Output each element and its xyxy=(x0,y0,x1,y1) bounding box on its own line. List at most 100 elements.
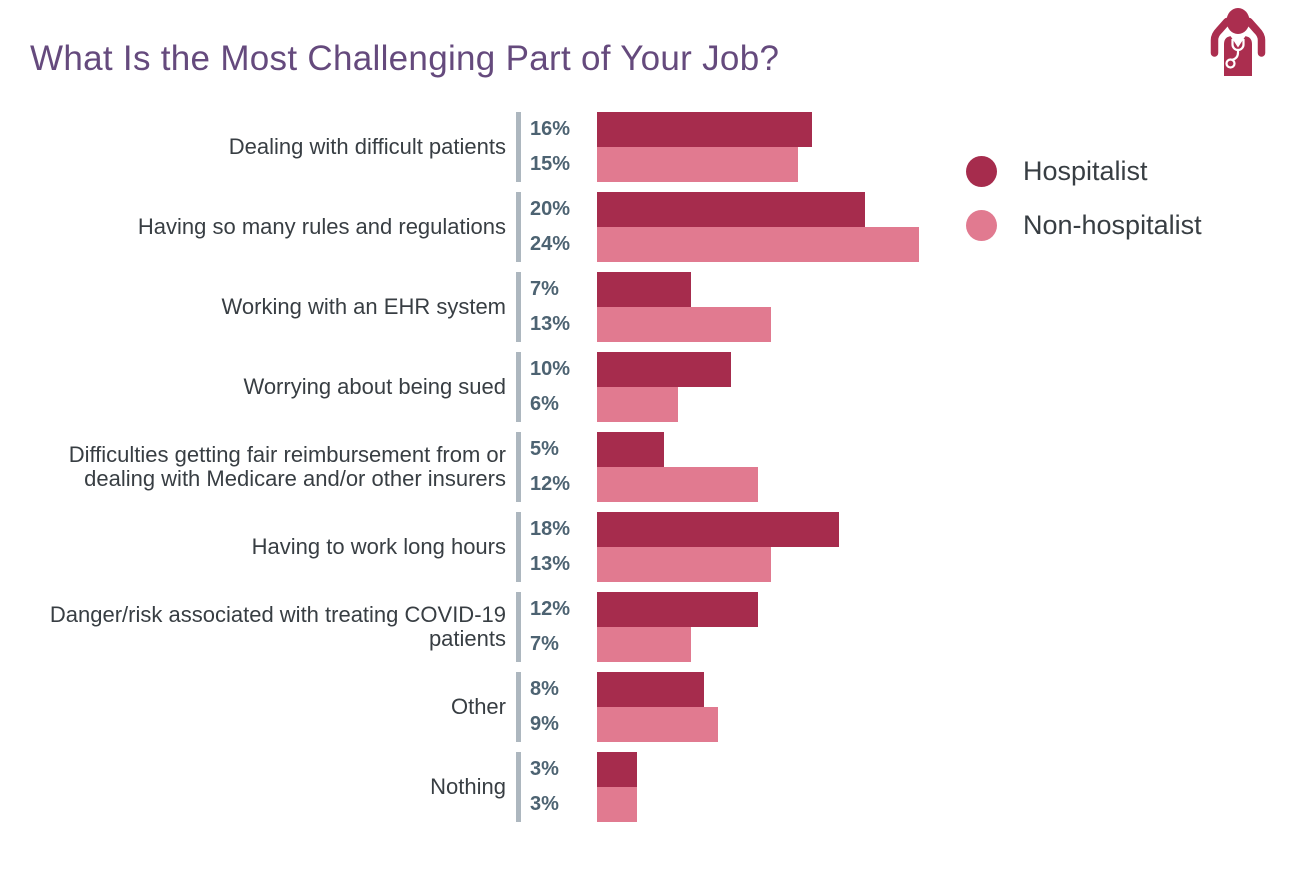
chart-row: Danger/risk associated with treating COV… xyxy=(0,592,1290,662)
bar-non_hospitalist xyxy=(597,467,759,502)
value-labels-cell: 5% 12% xyxy=(521,432,597,502)
value-labels-cell: 7% 13% xyxy=(521,272,597,342)
bar-non_hospitalist xyxy=(597,787,638,822)
axis-line-segment xyxy=(516,432,521,502)
value-labels-cell: 16% 15% xyxy=(521,112,597,182)
bars-cell xyxy=(597,352,1290,422)
axis-line-segment xyxy=(516,112,521,182)
bars-cell xyxy=(597,192,1290,262)
chart-row: Difficulties getting fair reimbursement … xyxy=(0,432,1290,502)
value-label-non_hospitalist: 6% xyxy=(530,393,559,415)
value-label-hospitalist: 5% xyxy=(530,438,559,460)
category-label: Other xyxy=(450,693,506,719)
chart-rows: Dealing with difficult patients 16% 15% Hav… xyxy=(0,112,1290,822)
category-cell: Difficulties getting fair reimbursement … xyxy=(0,432,516,502)
legend-swatch-non-hospitalist-icon xyxy=(966,210,997,241)
bar-hospitalist xyxy=(597,432,665,467)
bars-cell xyxy=(597,512,1290,582)
category-cell: Nothing xyxy=(0,752,516,822)
category-cell: Working with an EHR system xyxy=(0,272,516,342)
value-label-hospitalist: 8% xyxy=(530,678,559,700)
value-labels-cell: 8% 9% xyxy=(521,672,597,742)
category-label: Dealing with difficult patients xyxy=(228,133,506,159)
axis-line-segment xyxy=(516,352,521,422)
value-label-non_hospitalist: 9% xyxy=(530,713,559,735)
bar-non_hospitalist xyxy=(597,707,718,742)
bar-hospitalist xyxy=(597,352,732,387)
legend-item-non-hospitalist: Non-hospitalist xyxy=(966,210,1202,241)
value-label-hospitalist: 20% xyxy=(530,198,571,220)
bar-hospitalist xyxy=(597,752,638,787)
bars-cell xyxy=(597,672,1290,742)
category-cell: Other xyxy=(0,672,516,742)
bar-hospitalist xyxy=(597,592,759,627)
bar-hospitalist xyxy=(597,112,812,147)
legend-item-hospitalist: Hospitalist xyxy=(966,156,1202,187)
category-label: Working with an EHR system xyxy=(221,293,506,319)
category-label: Having so many rules and regulations xyxy=(137,213,506,239)
value-label-hospitalist: 10% xyxy=(530,358,571,380)
bars-cell xyxy=(597,752,1290,822)
value-labels-cell: 20% 24% xyxy=(521,192,597,262)
bar-non_hospitalist xyxy=(597,627,691,662)
chart-row: Nothing 3% 3% xyxy=(0,752,1290,822)
value-label-non_hospitalist: 15% xyxy=(530,153,571,175)
value-labels-cell: 12% 7% xyxy=(521,592,597,662)
bar-non_hospitalist xyxy=(597,387,678,422)
axis-line-segment xyxy=(516,752,521,822)
value-label-non_hospitalist: 12% xyxy=(530,473,571,495)
chart-row: Having to work long hours 18% 13% xyxy=(0,512,1290,582)
value-labels-cell: 3% 3% xyxy=(521,752,597,822)
chart-row: Worrying about being sued 10% 6% xyxy=(0,352,1290,422)
category-label: Nothing xyxy=(430,773,506,799)
value-label-hospitalist: 16% xyxy=(530,118,571,140)
bar-hospitalist xyxy=(597,192,866,227)
category-label: Worrying about being sued xyxy=(243,373,506,399)
bar-non_hospitalist xyxy=(597,147,799,182)
bar-hospitalist xyxy=(597,512,839,547)
axis-line-segment xyxy=(516,672,521,742)
value-label-non_hospitalist: 3% xyxy=(530,793,559,815)
value-labels-cell: 10% 6% xyxy=(521,352,597,422)
value-label-non_hospitalist: 24% xyxy=(530,233,571,255)
axis-line-segment xyxy=(516,512,521,582)
value-label-hospitalist: 18% xyxy=(530,518,571,540)
bar-hospitalist xyxy=(597,272,691,307)
category-cell: Having to work long hours xyxy=(0,512,516,582)
value-label-non_hospitalist: 7% xyxy=(530,633,559,655)
category-cell: Danger/risk associated with treating COV… xyxy=(0,592,516,662)
chart-row: Other 8% 9% xyxy=(0,672,1290,742)
category-cell: Having so many rules and regulations xyxy=(0,192,516,262)
legend: Hospitalist Non-hospitalist xyxy=(966,156,1202,241)
legend-label-hospitalist: Hospitalist xyxy=(1023,156,1148,186)
value-label-non_hospitalist: 13% xyxy=(530,313,571,335)
category-label: Danger/risk associated with treating COV… xyxy=(49,601,506,651)
chart-title: What Is the Most Challenging Part of You… xyxy=(30,39,780,79)
value-label-non_hospitalist: 13% xyxy=(530,553,571,575)
category-cell: Dealing with difficult patients xyxy=(0,112,516,182)
category-label: Having to work long hours xyxy=(251,533,506,559)
bar-non_hospitalist xyxy=(597,227,920,262)
value-label-hospitalist: 3% xyxy=(530,758,559,780)
bars-cell xyxy=(597,272,1290,342)
legend-label-non-hospitalist: Non-hospitalist xyxy=(1023,210,1202,240)
bar-non_hospitalist xyxy=(597,547,772,582)
frustrated-doctor-icon xyxy=(1210,8,1266,76)
value-label-hospitalist: 12% xyxy=(530,598,571,620)
legend-swatch-hospitalist-icon xyxy=(966,156,997,187)
bars-cell xyxy=(597,112,1290,182)
category-label: Difficulties getting fair reimbursement … xyxy=(68,441,506,491)
chart-row: Having so many rules and regulations 20% 2… xyxy=(0,192,1290,262)
axis-line-segment xyxy=(516,272,521,342)
chart-row: Dealing with difficult patients 16% 15% xyxy=(0,112,1290,182)
value-labels-cell: 18% 13% xyxy=(521,512,597,582)
bars-cell xyxy=(597,432,1290,502)
bar-hospitalist xyxy=(597,672,705,707)
axis-line-segment xyxy=(516,192,521,262)
value-label-hospitalist: 7% xyxy=(530,278,559,300)
chart-row: Working with an EHR system 7% 13% xyxy=(0,272,1290,342)
bars-cell xyxy=(597,592,1290,662)
axis-line-segment xyxy=(516,592,521,662)
bar-non_hospitalist xyxy=(597,307,772,342)
